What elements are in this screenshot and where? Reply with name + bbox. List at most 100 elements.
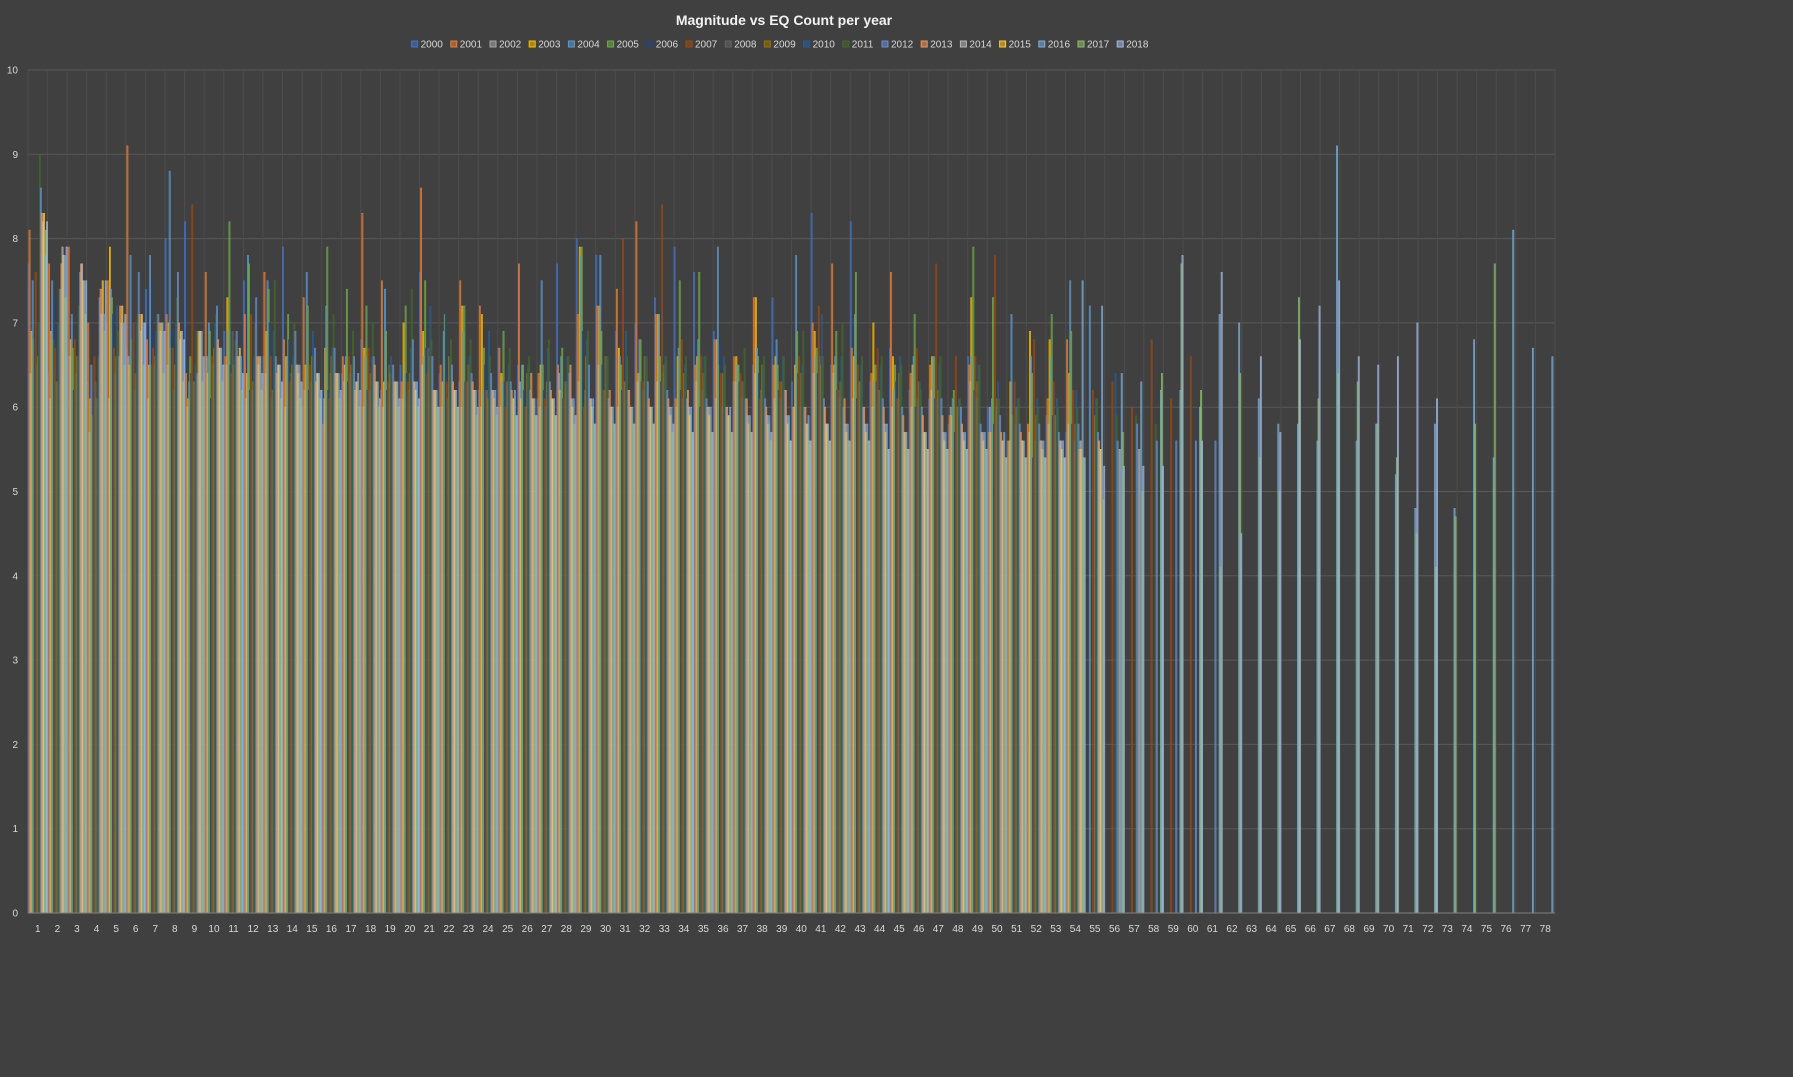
y-tick-label: 4 [12,571,18,582]
legend-label: 2015 [1009,40,1032,51]
x-tick-label: 48 [952,924,964,935]
x-tick-label: 10 [208,924,220,935]
x-tick-label: 65 [1285,924,1297,935]
legend-swatch [724,40,732,48]
bar-2018-36 [731,432,734,914]
x-tick-label: 78 [1540,924,1552,935]
bar-2018-46 [927,449,929,914]
bar-2018-62 [1240,533,1243,914]
bar-2018-25 [516,415,518,914]
bar-2017-75 [1493,263,1496,914]
bar-2018-3 [85,280,88,914]
bar-2018-16 [339,390,342,914]
bar-2018-15 [320,390,323,914]
bar-2017-73 [1454,516,1457,914]
x-tick-label: 63 [1246,924,1258,935]
x-tick-label: 40 [796,924,808,935]
bar-2018-26 [535,415,538,914]
x-tick-label: 16 [326,924,338,935]
bar-2018-35 [711,432,714,914]
bar-2018-63 [1259,356,1262,914]
legend-label: 2016 [1048,40,1071,51]
y-axis: 0 1 2 3 4 5 6 7 8 9 10 [7,66,19,920]
x-tick-label: 52 [1031,924,1043,935]
x-tick-label: 54 [1070,924,1082,935]
x-tick-label: 7 [152,924,158,935]
bar-2018-27 [555,415,557,914]
bar-2018-53 [1064,457,1066,914]
bar-2007-55 [1091,390,1094,914]
bar-2017-74 [1474,423,1477,914]
legend-swatch [607,40,615,48]
legend-label: 2014 [969,40,992,51]
legend-item-2008: 2008 [724,40,757,51]
legend-label: 2007 [695,40,718,51]
x-tick-label: 15 [306,924,318,935]
x-tick-label: 57 [1129,924,1141,935]
bar-2018-11 [241,373,244,914]
legend-item-2013: 2013 [920,40,953,51]
bar-2018-8 [183,339,186,914]
bar-2012-61 [1214,440,1217,914]
bar-2007-57 [1131,406,1133,914]
legend-swatch [763,40,771,48]
bar-2014-57 [1138,449,1141,914]
legend-item-2003: 2003 [528,40,561,51]
x-tick-label: 35 [698,924,710,935]
y-tick-label: 0 [12,909,18,920]
legend-swatch [685,40,693,48]
x-tick-label: 69 [1363,924,1375,935]
bar-2016-76 [1512,229,1515,914]
x-tick-label: 51 [1011,924,1023,935]
bar-2007-58 [1150,339,1153,914]
legend-item-2014: 2014 [959,40,992,51]
x-tick-label: 55 [1089,924,1101,935]
x-tick-label: 32 [639,924,651,935]
legend-swatch [842,40,850,48]
x-tick-label: 17 [345,924,357,935]
legend-item-2005: 2005 [607,40,639,51]
bar-2016-78 [1551,356,1554,914]
legend-swatch [489,40,497,48]
x-tick-label: 47 [933,924,945,935]
bar-2012-56 [1116,440,1119,914]
x-tick-label: 75 [1481,924,1493,935]
legend-item-2018: 2018 [1116,40,1149,51]
bar-2018-22 [457,406,460,914]
bar-2018-7 [163,331,166,914]
x-tick-label: 14 [287,924,299,935]
bar-2018-44 [887,449,890,914]
x-tick-label: 37 [737,924,749,935]
x-tick-label: 24 [482,924,494,935]
x-tick-label: 45 [894,924,906,935]
x-tick-label: 31 [620,924,632,935]
y-tick-label: 3 [12,656,18,667]
bar-2018-52 [1044,457,1047,914]
bar-2018-67 [1338,280,1341,914]
legend-swatch [1038,40,1046,48]
legend-item-2016: 2016 [1038,40,1071,51]
legend-label: 2017 [1087,40,1110,51]
bar-2018-20 [418,398,420,914]
bar-2018-10 [222,364,225,914]
bar-2018-4 [104,280,107,914]
bar-2018-64 [1279,432,1282,914]
x-tick-label: 29 [580,924,592,935]
legend-label: 2013 [930,40,953,51]
bar-2018-51 [1025,457,1027,914]
x-tick-label: 5 [113,924,119,935]
bar-2004-55 [1088,305,1091,914]
bar-2014-56 [1118,449,1121,914]
legend-label: 2009 [773,40,796,51]
bar-2016-77 [1531,347,1534,914]
legend-label: 2001 [460,40,483,51]
x-tick-label: 22 [443,924,455,935]
x-tick-label: 36 [717,924,729,935]
bar-2018-71 [1416,322,1419,914]
legend-swatch [920,40,928,48]
bar-2018-47 [946,449,949,914]
bar-2018-18 [378,398,381,914]
bar-2018-23 [476,406,479,914]
legend-label: 2003 [538,40,561,51]
bar-2018-65 [1299,339,1301,914]
